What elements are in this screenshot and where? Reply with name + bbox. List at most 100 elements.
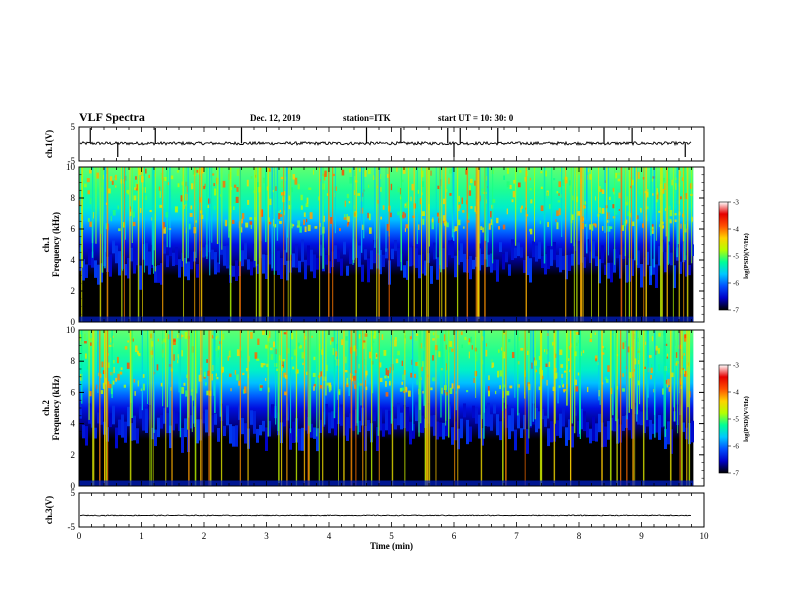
noise-speckle bbox=[292, 174, 295, 180]
noise-patch bbox=[541, 255, 544, 269]
noise-speckle bbox=[401, 360, 404, 367]
noise-speckle bbox=[645, 341, 647, 345]
noise-speckle bbox=[353, 345, 355, 352]
noise-patch bbox=[547, 246, 550, 269]
noise-speckle bbox=[560, 364, 564, 368]
noise-speckle bbox=[138, 169, 142, 176]
noise-patch bbox=[586, 422, 589, 438]
noise-speckle bbox=[431, 222, 434, 230]
noise-speckle bbox=[609, 226, 613, 230]
noise-patch bbox=[517, 412, 520, 429]
x-tick-label: 2 bbox=[202, 531, 207, 541]
noise-speckle bbox=[181, 387, 185, 394]
noise-patch bbox=[346, 417, 349, 441]
y-tick-label: 2 bbox=[71, 450, 76, 460]
noise-speckle bbox=[282, 358, 286, 362]
noise-patch bbox=[160, 415, 163, 429]
noise-patch bbox=[631, 258, 634, 276]
x-tick-label: 4 bbox=[327, 531, 332, 541]
noise-speckle bbox=[436, 335, 440, 339]
noise-speckle bbox=[297, 183, 300, 190]
noise-patch bbox=[118, 251, 121, 276]
noise-speckle bbox=[449, 341, 453, 347]
noise-speckle bbox=[159, 204, 163, 208]
noise-patch bbox=[445, 419, 448, 437]
noise-patch bbox=[481, 428, 484, 446]
noise-speckle bbox=[601, 345, 604, 349]
noise-speckle bbox=[526, 346, 528, 351]
noise-speckle bbox=[299, 226, 302, 233]
noise-patch bbox=[577, 420, 580, 437]
noise-speckle bbox=[271, 189, 275, 193]
noise-speckle bbox=[441, 387, 444, 394]
noise-patch bbox=[589, 428, 592, 444]
noise-speckle bbox=[506, 167, 509, 174]
noise-speckle bbox=[105, 202, 108, 205]
noise-speckle bbox=[283, 372, 286, 378]
noise-patch bbox=[304, 409, 307, 431]
noise-patch bbox=[457, 250, 460, 265]
noise-speckle bbox=[105, 223, 108, 230]
noise-speckle bbox=[606, 212, 610, 219]
colorbar-tick-label: -6 bbox=[733, 443, 739, 451]
noise-speckle bbox=[597, 362, 599, 366]
y-tick-label: 2 bbox=[71, 286, 76, 296]
noise-patch bbox=[439, 422, 442, 437]
noise-patch bbox=[124, 421, 127, 443]
noise-speckle bbox=[638, 359, 640, 365]
noise-patch bbox=[538, 411, 541, 429]
noise-speckle bbox=[547, 192, 549, 199]
noise-patch bbox=[613, 415, 616, 432]
noise-speckle bbox=[411, 183, 414, 191]
noise-speckle bbox=[625, 219, 628, 224]
noise-speckle bbox=[306, 197, 309, 204]
noise-patch bbox=[244, 423, 247, 444]
noise-speckle bbox=[556, 222, 559, 230]
noise-patch bbox=[256, 264, 259, 274]
noise-speckle bbox=[189, 212, 193, 217]
noise-speckle bbox=[503, 175, 506, 180]
noise-speckle bbox=[506, 181, 510, 188]
noise-speckle bbox=[529, 188, 532, 191]
noise-speckle bbox=[432, 217, 434, 222]
noise-patch bbox=[250, 261, 253, 276]
noise-speckle bbox=[540, 186, 543, 190]
noise-patch bbox=[499, 242, 502, 252]
noise-speckle bbox=[436, 212, 439, 217]
noise-patch bbox=[637, 409, 640, 425]
noise-patch bbox=[580, 408, 583, 430]
noise-speckle bbox=[650, 374, 653, 380]
noise-speckle bbox=[291, 223, 293, 229]
noise-patch bbox=[169, 246, 172, 257]
noise-speckle bbox=[580, 351, 582, 356]
noise-patch bbox=[379, 407, 382, 431]
noise-speckle bbox=[458, 195, 461, 202]
noise-patch bbox=[607, 262, 610, 279]
noise-speckle bbox=[584, 201, 587, 205]
noise-patch bbox=[139, 265, 142, 290]
noise-patch bbox=[565, 255, 568, 280]
plot-date: Dec. 12, 2019 bbox=[250, 113, 301, 123]
noise-speckle bbox=[561, 380, 564, 385]
noise-speckle bbox=[239, 227, 243, 233]
noise-speckle bbox=[247, 199, 250, 205]
noise-speckle bbox=[461, 344, 464, 349]
noise-speckle bbox=[647, 189, 649, 196]
noise-speckle bbox=[96, 384, 98, 390]
noise-speckle bbox=[402, 374, 404, 380]
noise-speckle bbox=[266, 186, 268, 191]
noise-patch bbox=[355, 409, 358, 426]
noise-patch bbox=[217, 262, 220, 273]
noise-speckle bbox=[656, 188, 658, 195]
noise-speckle bbox=[572, 195, 575, 201]
noise-patch bbox=[190, 415, 193, 429]
noise-speckle bbox=[281, 365, 283, 371]
noise-patch bbox=[358, 420, 361, 433]
noise-patch bbox=[526, 428, 529, 454]
noise-speckle bbox=[139, 168, 142, 173]
noise-patch bbox=[181, 427, 184, 453]
noise-speckle bbox=[269, 331, 271, 338]
noise-speckle bbox=[422, 211, 425, 216]
noise-speckle bbox=[488, 375, 490, 381]
noise-speckle bbox=[666, 356, 668, 359]
